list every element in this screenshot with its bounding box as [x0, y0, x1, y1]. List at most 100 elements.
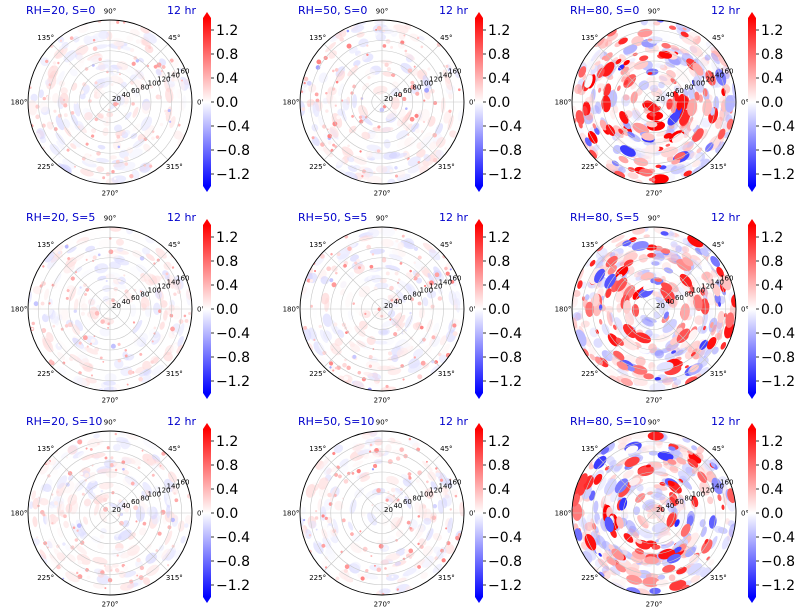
- panel-title: RH=50, S=5: [298, 211, 367, 224]
- colorbar-extend-min: [475, 393, 483, 399]
- field-spot: [314, 270, 317, 273]
- colorbar-tick-label: −1.2: [216, 167, 250, 183]
- angle-tick-label: 0°: [741, 99, 749, 107]
- radial-tick-label: 40: [121, 298, 130, 306]
- field-cell: [347, 521, 354, 531]
- field-spot: [159, 122, 164, 127]
- field-cell: [97, 144, 105, 150]
- colorbar-extend-max: [475, 423, 483, 429]
- angle-tick-label: 180°: [283, 306, 300, 314]
- colorbar-tick-label: 1.2: [216, 230, 238, 246]
- angle-tick-label: 45°: [168, 34, 180, 42]
- radial-tick-label: 60: [131, 294, 140, 302]
- radial-tick-label: 40: [665, 502, 674, 510]
- field-cell: [56, 351, 67, 362]
- panel-title: RH=20, S=10: [26, 415, 102, 428]
- panel-time-label: 12 hr: [439, 415, 468, 428]
- colorbar-tick-label: −0.4: [216, 326, 250, 342]
- colorbar-tick-label: −0.8: [488, 350, 522, 366]
- field-cell: [96, 166, 105, 173]
- colorbar-tick-label: 0.4: [761, 482, 783, 498]
- field-spot: [91, 374, 94, 377]
- field-spot: [361, 377, 366, 382]
- colorbar-tick-label: 0.0: [216, 302, 238, 318]
- angle-tick-label: 45°: [168, 241, 180, 249]
- field-spot: [359, 150, 362, 153]
- polar-panel: RH=20, S=5 12 hr0°45°90°135°180°225°270°3…: [11, 211, 251, 405]
- angle-tick-label: 315°: [166, 574, 183, 582]
- colorbar-tick-label: −0.8: [761, 350, 795, 366]
- colorbar-tick-label: 0.0: [216, 506, 238, 522]
- field-cell: [92, 556, 109, 566]
- angle-tick-label: 90°: [648, 419, 660, 427]
- angle-tick-label: 225°: [309, 574, 326, 582]
- polar-panel: RH=20, S=0 12 hr0°45°90°135°180°225°270°3…: [11, 4, 251, 198]
- field-spot: [58, 155, 61, 158]
- field-spot: [372, 468, 375, 471]
- radial-tick-label: 20: [656, 506, 665, 514]
- field-cell: [132, 233, 141, 241]
- angle-tick-label: 225°: [581, 574, 598, 582]
- field-cell: [131, 122, 141, 133]
- radial-tick-label: 40: [393, 298, 402, 306]
- angle-tick-label: 270°: [374, 397, 391, 405]
- field-spot: [437, 296, 442, 301]
- radial-tick-label: 160: [176, 68, 189, 76]
- radial-tick-label: 160: [448, 479, 461, 487]
- field-spot: [52, 324, 55, 327]
- field-spot: [64, 468, 69, 473]
- field-spot: [719, 341, 727, 350]
- field-spot: [111, 344, 116, 349]
- field-spot: [409, 312, 412, 315]
- panel-time-label: 12 hr: [711, 211, 740, 224]
- colorbar: 1.2 0.8 0.4 0.0 −0.4 −0.8 −1.2: [203, 423, 250, 603]
- colorbar: 1.2 0.8 0.4 0.0 −0.4 −0.8 −1.2: [475, 219, 522, 399]
- colorbar-gradient: [748, 18, 756, 186]
- field-cell: [347, 124, 358, 134]
- field-cell: [32, 516, 38, 528]
- angle-tick-label: 270°: [102, 397, 119, 405]
- field-spot: [333, 472, 338, 477]
- field-cell: [432, 532, 444, 543]
- radial-tick-label: 60: [675, 498, 684, 506]
- colorbar-extend-min: [475, 597, 483, 603]
- figure: RH=20, S=0 12 hr0°45°90°135°180°225°270°3…: [0, 0, 799, 612]
- radial-tick-label: 40: [665, 298, 674, 306]
- field-cell: [411, 347, 425, 361]
- angle-tick-label: 225°: [581, 163, 598, 171]
- colorbar-extend-min: [748, 597, 756, 603]
- field-spot: [107, 446, 110, 449]
- field-spot: [444, 147, 447, 150]
- panel-time-label: 12 hr: [711, 4, 740, 17]
- field-spot: [137, 466, 141, 470]
- angle-tick-label: 90°: [104, 8, 116, 16]
- angle-tick-label: 45°: [440, 445, 452, 453]
- angle-tick-label: 270°: [102, 190, 119, 198]
- colorbar-extend-max: [748, 423, 756, 429]
- colorbar-tick-label: −1.2: [216, 374, 250, 390]
- field-spot: [721, 504, 724, 510]
- field-spot: [423, 99, 425, 101]
- colorbar: 1.2 0.8 0.4 0.0 −0.4 −0.8 −1.2: [203, 12, 250, 192]
- field-cell: [357, 37, 369, 48]
- field-spot: [90, 448, 94, 452]
- colorbar-tick-label: 0.0: [761, 506, 783, 522]
- colorbar-tick-label: −0.4: [488, 530, 522, 546]
- angle-tick-label: 315°: [438, 574, 455, 582]
- field-spot: [316, 528, 318, 530]
- field-spot: [373, 464, 378, 469]
- angle-tick-label: 270°: [646, 397, 663, 405]
- field-cell: [385, 474, 400, 486]
- field-spot: [151, 473, 155, 477]
- colorbar-extend-min: [203, 597, 211, 603]
- field-spot: [111, 170, 115, 174]
- colorbar-tick-label: −0.4: [216, 119, 250, 135]
- field-cell: [305, 342, 314, 352]
- colorbar: 1.2 0.8 0.4 0.0 −0.4 −0.8 −1.2: [748, 423, 795, 603]
- colorbar-tick-label: −0.8: [488, 143, 522, 159]
- panel-title: RH=20, S=5: [26, 211, 95, 224]
- colorbar-tick-label: 1.2: [488, 23, 510, 39]
- field-spot: [173, 292, 177, 296]
- angle-tick-label: 45°: [168, 445, 180, 453]
- angle-tick-label: 0°: [741, 510, 749, 518]
